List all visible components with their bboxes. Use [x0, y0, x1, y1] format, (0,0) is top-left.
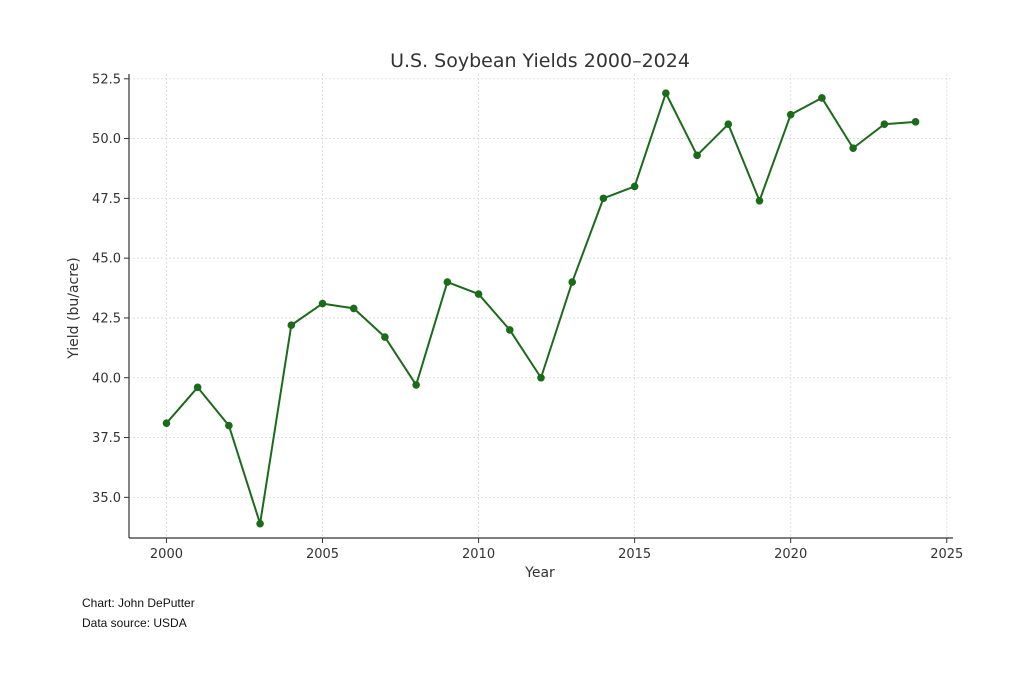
y-tick-label: 50.0: [92, 132, 121, 147]
data-point: [193, 383, 202, 392]
data-point: [849, 144, 857, 152]
data-point: [256, 519, 264, 528]
data-point: [505, 326, 514, 334]
data-point: [693, 151, 701, 160]
y-tick-label: 42.5: [92, 311, 121, 326]
y-tick-label: 40.0: [92, 371, 121, 386]
x-tick-label: 2020: [774, 547, 807, 562]
data-point: [412, 381, 420, 389]
x-tick-label: 2015: [618, 547, 651, 562]
data-point: [225, 421, 233, 430]
axes: [124, 74, 953, 543]
x-axis-label: Year: [524, 565, 555, 581]
data-point: [474, 290, 483, 298]
data-point: [162, 419, 171, 427]
y-tick-label: 45.0: [92, 252, 121, 267]
data-point: [599, 194, 608, 203]
data-point: [724, 120, 733, 129]
data-point: [443, 278, 452, 286]
x-tick-label: 2000: [150, 547, 183, 562]
y-axis-label: Yield (bu/acre): [66, 257, 82, 360]
data-point: [662, 89, 670, 97]
data-point: [755, 196, 764, 205]
data-point: [568, 278, 577, 286]
source-credit: Data source: USDA: [82, 616, 187, 630]
chart-title: U.S. Soybean Yields 2000–2024: [390, 50, 690, 72]
data-point: [818, 94, 826, 102]
data-point: [911, 118, 920, 126]
data-point: [318, 299, 327, 308]
y-tick-label: 47.5: [92, 192, 121, 207]
author-credit: Chart: John DePutter: [82, 596, 195, 610]
chart-credits: Chart: John DePutter Data source: USDA: [82, 593, 195, 633]
data-point: [349, 304, 358, 313]
y-tick-label: 52.5: [92, 72, 121, 87]
y-tick-label: 35.0: [92, 491, 121, 506]
series-layer: [162, 89, 920, 528]
data-point: [880, 120, 889, 129]
data-point: [630, 182, 639, 191]
series-line: [165, 92, 916, 525]
data-point: [381, 333, 389, 341]
data-point: [287, 321, 296, 329]
grid-lines: [129, 74, 953, 538]
data-point: [537, 373, 545, 382]
tick-labels: 2000 2005 2010 2015 2020 2025 35.0 37.5 40.0 42.5…: [92, 72, 963, 562]
x-tick-label: 2025: [930, 547, 963, 562]
y-tick-label: 37.5: [92, 431, 121, 446]
x-tick-label: 2005: [306, 547, 339, 562]
data-point: [786, 110, 795, 119]
x-tick-label: 2010: [462, 547, 495, 562]
